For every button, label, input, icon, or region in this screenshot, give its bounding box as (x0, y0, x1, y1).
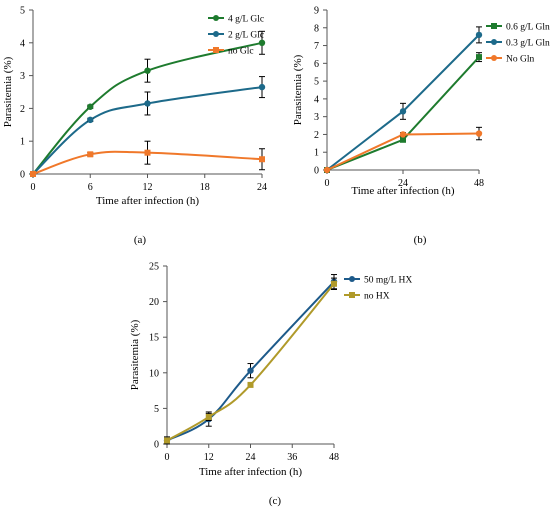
series-line-1 (32, 86, 263, 175)
data-point-2 (475, 130, 483, 137)
data-point-0 (476, 54, 482, 61)
legend-label: 0.6 g/L Gln (506, 23, 550, 33)
y-tick-label: 5 (314, 77, 319, 88)
series-line-1 (166, 283, 335, 442)
legend-label: no HX (364, 292, 390, 302)
y-tick-label: 3 (314, 112, 319, 123)
x-tick-label: 24 (246, 452, 256, 463)
x-tick-label: 18 (200, 182, 210, 193)
legend-marker (349, 292, 355, 298)
data-point-1 (205, 413, 212, 420)
y-tick-label: 5 (154, 404, 159, 415)
data-point-1 (144, 100, 151, 107)
x-tick-label: 24 (398, 178, 408, 189)
data-point-2 (30, 171, 36, 177)
legend-marker (213, 15, 219, 21)
data-point-2 (259, 156, 265, 163)
panel-label: (c) (269, 495, 282, 507)
y-tick-label: 3 (20, 71, 25, 82)
y-tick-label: 9 (314, 6, 319, 17)
data-point-1 (399, 108, 407, 115)
y-tick-label: 2 (20, 104, 25, 115)
data-point-0 (258, 39, 266, 46)
y-tick-label: 4 (20, 38, 25, 49)
x-tick-label: 12 (143, 182, 153, 193)
legend-label: 0.3 g/L Gln (506, 39, 550, 49)
data-point-0 (144, 67, 151, 74)
panel-label: (a) (134, 234, 147, 246)
y-tick-label: 25 (149, 262, 159, 273)
x-axis-label: Time after infection (h) (351, 185, 454, 197)
legend-marker (491, 23, 497, 29)
y-tick-label: 1 (314, 148, 319, 159)
panel-2: 0 5 10 15 20 25 0 12 24 36 48 Parasitemia (%) Time a… (129, 262, 412, 508)
data-point-0 (400, 136, 406, 143)
y-tick-label: 0 (154, 440, 159, 451)
data-point-1 (258, 83, 266, 91)
y-axis-label: Parasitemia (%) (129, 319, 141, 390)
legend-label: 2 g/L Glc (228, 31, 264, 41)
y-tick-label: 10 (149, 368, 159, 379)
data-point-2 (144, 149, 151, 156)
legend-label: No Gln (506, 55, 534, 65)
x-tick-label: 0 (31, 182, 36, 193)
x-tick-label: 48 (329, 452, 339, 463)
data-point-2 (87, 151, 94, 158)
data-point-2 (399, 131, 407, 138)
series-line-0 (166, 280, 335, 442)
y-tick-label: 7 (314, 41, 319, 52)
y-tick-label: 15 (149, 333, 159, 344)
legend-marker (213, 31, 219, 37)
data-point-2 (323, 166, 331, 174)
y-axis-label: Parasitemia (%) (292, 54, 304, 125)
data-point-1 (247, 381, 254, 388)
legend-label: no Glc (228, 47, 254, 57)
data-point-1 (331, 280, 337, 287)
legend-marker (491, 39, 497, 45)
y-tick-label: 0 (20, 170, 25, 181)
y-tick-label: 4 (314, 94, 319, 105)
y-tick-label: 8 (314, 23, 319, 34)
data-point-1 (475, 31, 483, 39)
panel-1: 0 1 2 3 4 5 6 7 8 9 0 24 48 Parasitemia (%) Time after… (292, 6, 550, 247)
data-point-0 (87, 103, 94, 110)
x-tick-label: 0 (325, 178, 330, 189)
series-line-2 (32, 150, 263, 175)
data-point-0 (247, 367, 254, 374)
y-tick-label: 5 (20, 6, 25, 17)
x-tick-label: 12 (204, 452, 214, 463)
panel-label: (b) (414, 234, 427, 246)
y-tick-label: 0 (314, 166, 319, 177)
series-line-1 (326, 34, 480, 171)
x-tick-label: 24 (257, 182, 267, 193)
y-tick-label: 1 (20, 137, 25, 148)
legend-marker (349, 276, 355, 282)
data-point-1 (164, 437, 170, 444)
y-axis-label: Parasitemia (%) (2, 56, 14, 127)
y-tick-label: 6 (314, 59, 319, 70)
x-tick-label: 36 (287, 452, 297, 463)
x-tick-label: 0 (165, 452, 170, 463)
x-axis-label: Time after infection (h) (199, 466, 302, 478)
legend-marker (491, 55, 497, 61)
legend-marker (213, 47, 219, 53)
x-tick-label: 48 (474, 178, 484, 189)
y-tick-label: 2 (314, 130, 319, 141)
legend-label: 50 mg/L HX (364, 276, 412, 286)
x-tick-label: 6 (88, 182, 93, 193)
data-point-1 (87, 116, 94, 124)
legend-label: 4 g/L Glc (228, 15, 264, 25)
x-axis-label: Time after infection (h) (96, 195, 199, 207)
y-tick-label: 20 (149, 297, 159, 308)
